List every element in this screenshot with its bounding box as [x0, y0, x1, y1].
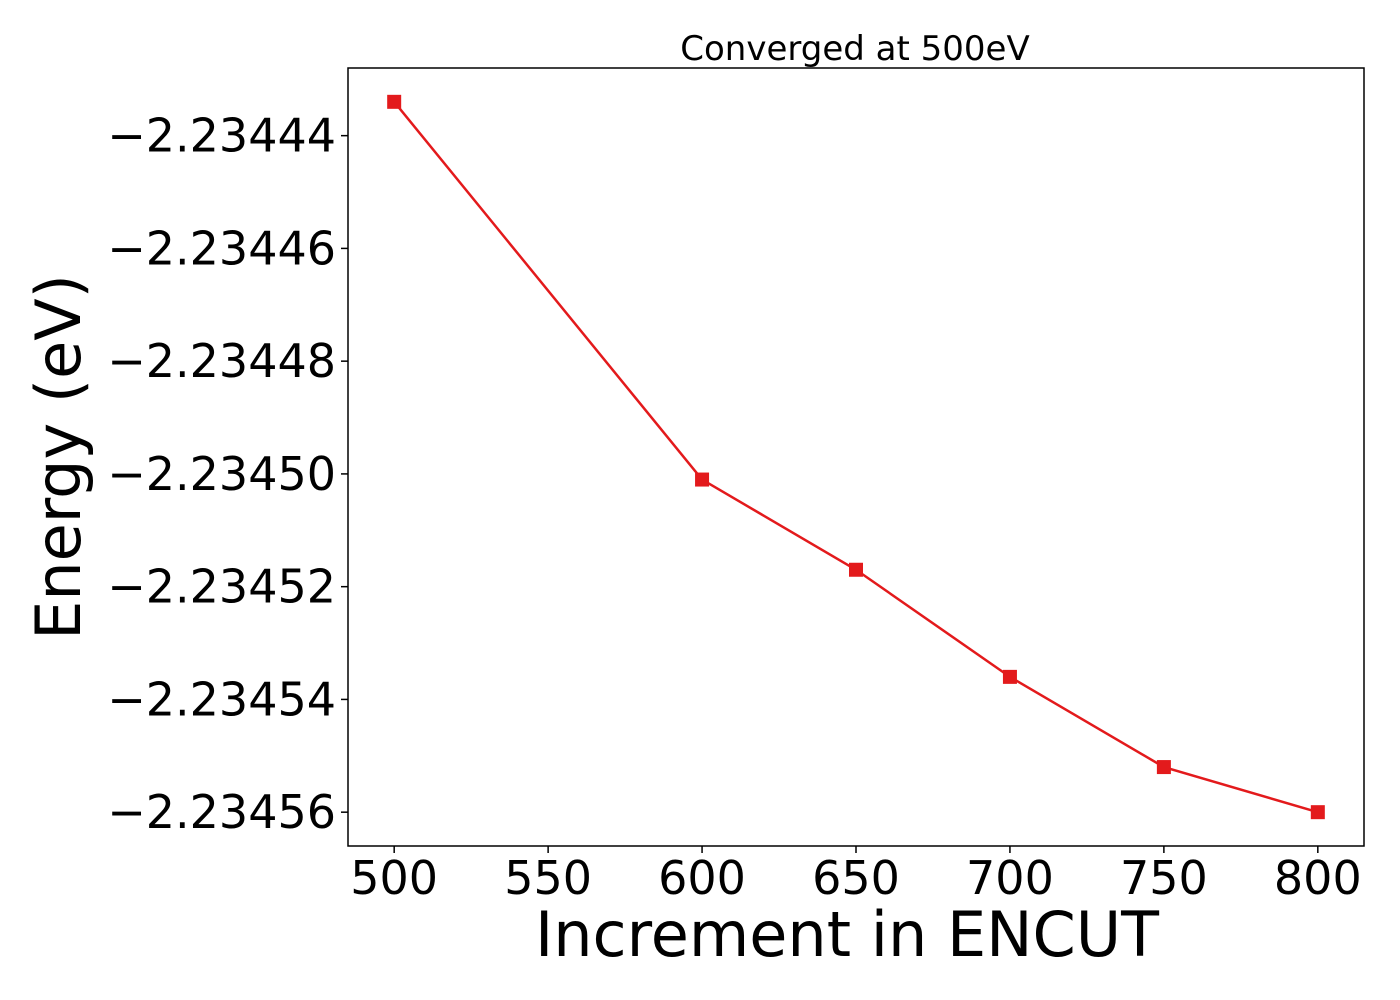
data-point	[387, 94, 402, 109]
y-tick-label: −2.23454	[107, 672, 336, 726]
chart-title: Converged at 500eV	[680, 29, 1029, 69]
plot-frame	[347, 67, 1365, 847]
y-tick-label: −2.23456	[107, 785, 336, 839]
x-tick-label: 500	[350, 851, 438, 905]
y-tick-label: −2.23448	[107, 334, 336, 388]
x-tick-label: 550	[504, 851, 592, 905]
x-tick-label: 700	[966, 851, 1054, 905]
data-point	[1156, 760, 1171, 775]
x-tick-label: 750	[1120, 851, 1208, 905]
x-tick-label: 600	[658, 851, 746, 905]
y-axis: −2.23444 −2.23446 −2.23448 −2.23450 −2.23452…	[107, 109, 348, 839]
series-layer	[387, 94, 1325, 820]
y-tick-label: −2.23450	[107, 447, 336, 501]
y-tick-label: −2.23444	[107, 109, 336, 163]
x-tick-label: 650	[812, 851, 900, 905]
y-tick-label: −2.23452	[107, 560, 336, 614]
x-axis: 500 550 600 650 700 750 800	[350, 846, 1362, 905]
data-point	[1002, 669, 1017, 684]
data-point	[1310, 805, 1325, 820]
data-point	[695, 472, 710, 487]
data-point	[849, 562, 863, 577]
x-axis-label: Increment in ENCUT	[535, 898, 1160, 971]
x-tick-label: 800	[1274, 851, 1362, 905]
y-axis-label: Energy (eV)	[22, 274, 95, 640]
series-line	[393, 101, 1319, 814]
y-tick-label: −2.23446	[107, 221, 336, 275]
